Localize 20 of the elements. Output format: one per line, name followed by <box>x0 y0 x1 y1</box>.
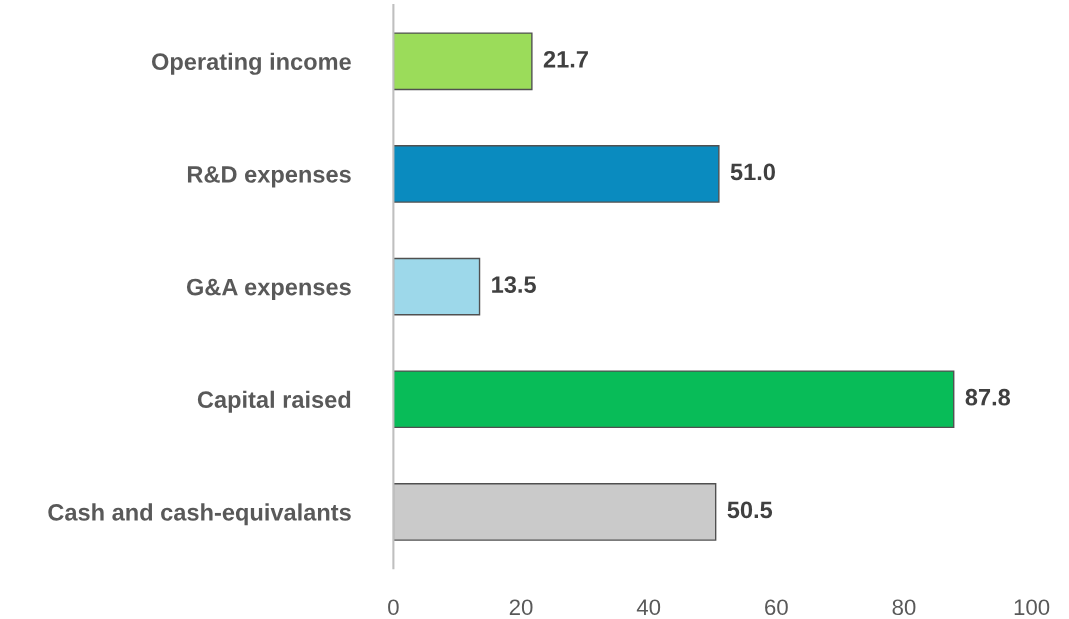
bar <box>393 145 720 203</box>
x-tick-label: 60 <box>765 599 788 616</box>
bar <box>393 370 955 429</box>
data-label: 87.8 <box>965 388 1011 406</box>
data-label: 51.0 <box>730 163 775 181</box>
bar <box>393 257 481 316</box>
y-tick-label: Operating income <box>151 52 351 75</box>
x-tick-label: 80 <box>892 599 916 616</box>
y-tick-label: G&A expenses <box>186 278 351 301</box>
x-tick-label: 40 <box>636 599 661 616</box>
x-tick-label: 20 <box>509 599 533 616</box>
y-tick-label: R&D expenses <box>187 166 351 188</box>
x-tick-label: 0 <box>388 599 399 616</box>
data-label: 13.5 <box>492 276 536 293</box>
data-label: 50.5 <box>727 501 773 519</box>
data-label: 21.7 <box>543 50 588 68</box>
x-tick-label: 100 <box>1014 599 1050 616</box>
bar <box>393 32 533 91</box>
y-tick-label: Cash and cash-equivalants <box>48 503 351 526</box>
y-tick-label: Capital raised <box>197 390 351 413</box>
